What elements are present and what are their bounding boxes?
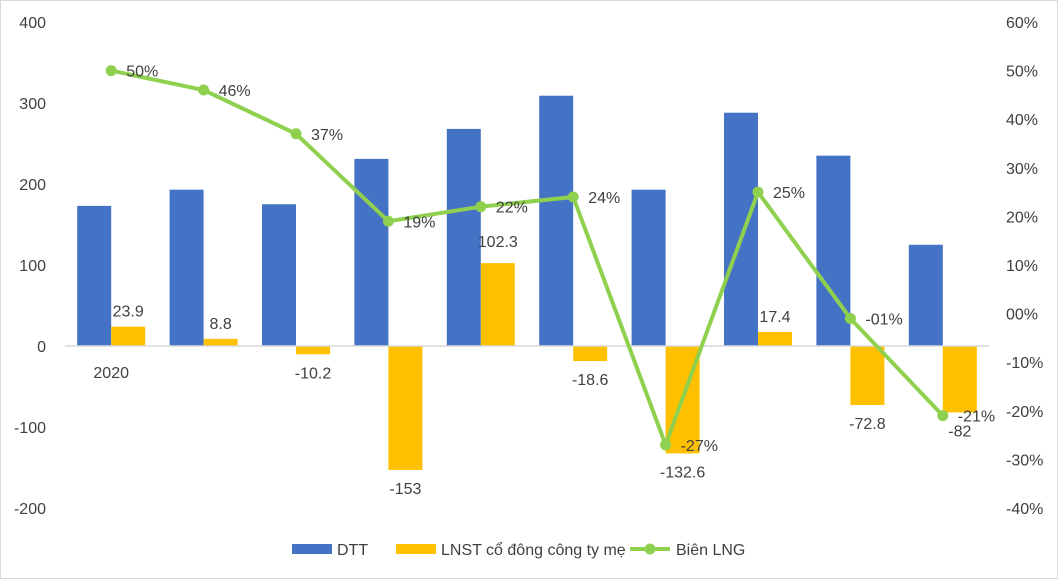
lnst-data-label: -153 — [389, 481, 421, 498]
left-tick-label: -100 — [14, 420, 46, 437]
lnst-bar — [850, 346, 885, 405]
left-tick-label: 200 — [19, 177, 46, 194]
lnst-data-label: 23.9 — [113, 304, 144, 321]
dtt-bar — [446, 128, 481, 346]
bien-lng-line — [110, 68, 945, 447]
lnst-bar — [203, 338, 238, 346]
right-tick-label: -30% — [1006, 452, 1043, 469]
right-tick-label: 40% — [1006, 112, 1038, 129]
lnst-data-label: -82 — [948, 423, 971, 440]
category-label: 2020 — [93, 365, 129, 382]
legend-lnst-swatch — [396, 544, 436, 554]
legend-bien-lng-marker — [644, 543, 656, 555]
bien-lng-data-label: 24% — [588, 190, 620, 207]
bien-lng-marker — [290, 128, 302, 140]
dtt-bar — [816, 155, 851, 346]
legend-lnst-label: LNST cổ đông công ty mẹ — [441, 541, 626, 559]
right-tick-label: 60% — [1006, 15, 1038, 32]
legend-bien-lng-label: Biên LNG — [676, 542, 745, 559]
dtt-bar — [262, 204, 296, 346]
lnst-bar — [758, 331, 792, 346]
lnst-bar — [388, 346, 423, 470]
bien-lng-data-label: 37% — [311, 127, 343, 144]
right-tick-label: 30% — [1006, 161, 1038, 178]
lnst-bar — [942, 346, 977, 413]
lnst-data-label: -72.8 — [849, 416, 886, 433]
dtt-bar — [724, 112, 758, 346]
bien-lng-marker — [475, 201, 487, 213]
lnst-bar — [296, 346, 330, 355]
right-tick-label: -20% — [1006, 404, 1043, 421]
left-tick-label: 300 — [19, 96, 46, 113]
right-tick-label: -10% — [1006, 355, 1043, 372]
lnst-bar — [111, 326, 146, 346]
lnst-bar — [480, 263, 515, 346]
right-tick-label: 50% — [1006, 64, 1038, 81]
dtt-bar — [354, 158, 389, 346]
bien-lng-data-label: 46% — [219, 83, 251, 100]
lnst-data-label: -10.2 — [295, 365, 332, 382]
bien-lng-data-label: 25% — [773, 185, 805, 202]
bien-lng-data-label: 22% — [496, 200, 528, 217]
right-tick-label: 10% — [1006, 258, 1038, 275]
bien-lng-data-label: -27% — [681, 438, 718, 455]
lnst-data-label: 102.3 — [478, 234, 518, 251]
dtt-bar — [631, 189, 666, 346]
left-tick-label: -200 — [14, 501, 46, 518]
lnst-data-label: 17.4 — [759, 309, 790, 326]
bien-lng-marker — [937, 410, 949, 422]
legend-dtt-label: DTT — [337, 542, 368, 559]
bien-lng-data-label: -01% — [865, 311, 902, 328]
bien-lng-marker — [752, 186, 764, 198]
lnst-bar — [573, 346, 608, 362]
bien-lng-data-label: 19% — [403, 214, 435, 231]
bien-lng-marker — [567, 191, 579, 203]
dtt-bar — [169, 189, 204, 346]
bien-lng-marker — [844, 312, 856, 324]
legend-dtt-swatch — [292, 544, 332, 554]
left-tick-label: 0 — [37, 339, 46, 356]
dtt-bar — [539, 95, 574, 347]
bien-lng-data-label: 50% — [126, 64, 158, 81]
dtt-bar — [77, 205, 112, 346]
right-tick-label: 20% — [1006, 209, 1038, 226]
right-tick-label: -40% — [1006, 501, 1043, 518]
right-tick-label: 00% — [1006, 307, 1038, 324]
lnst-data-label: -132.6 — [660, 464, 705, 481]
bien-lng-marker — [198, 84, 210, 96]
lnst-data-label: -18.6 — [572, 372, 609, 389]
left-tick-label: 400 — [19, 15, 46, 32]
bien-lng-data-label: -21% — [958, 409, 995, 426]
dtt-bar — [908, 244, 943, 346]
lnst-data-label: 8.8 — [209, 316, 231, 333]
bien-lng-marker — [105, 65, 117, 77]
bien-lng-marker — [660, 439, 672, 451]
left-tick-label: 100 — [19, 258, 46, 275]
bien-lng-marker — [382, 215, 394, 227]
